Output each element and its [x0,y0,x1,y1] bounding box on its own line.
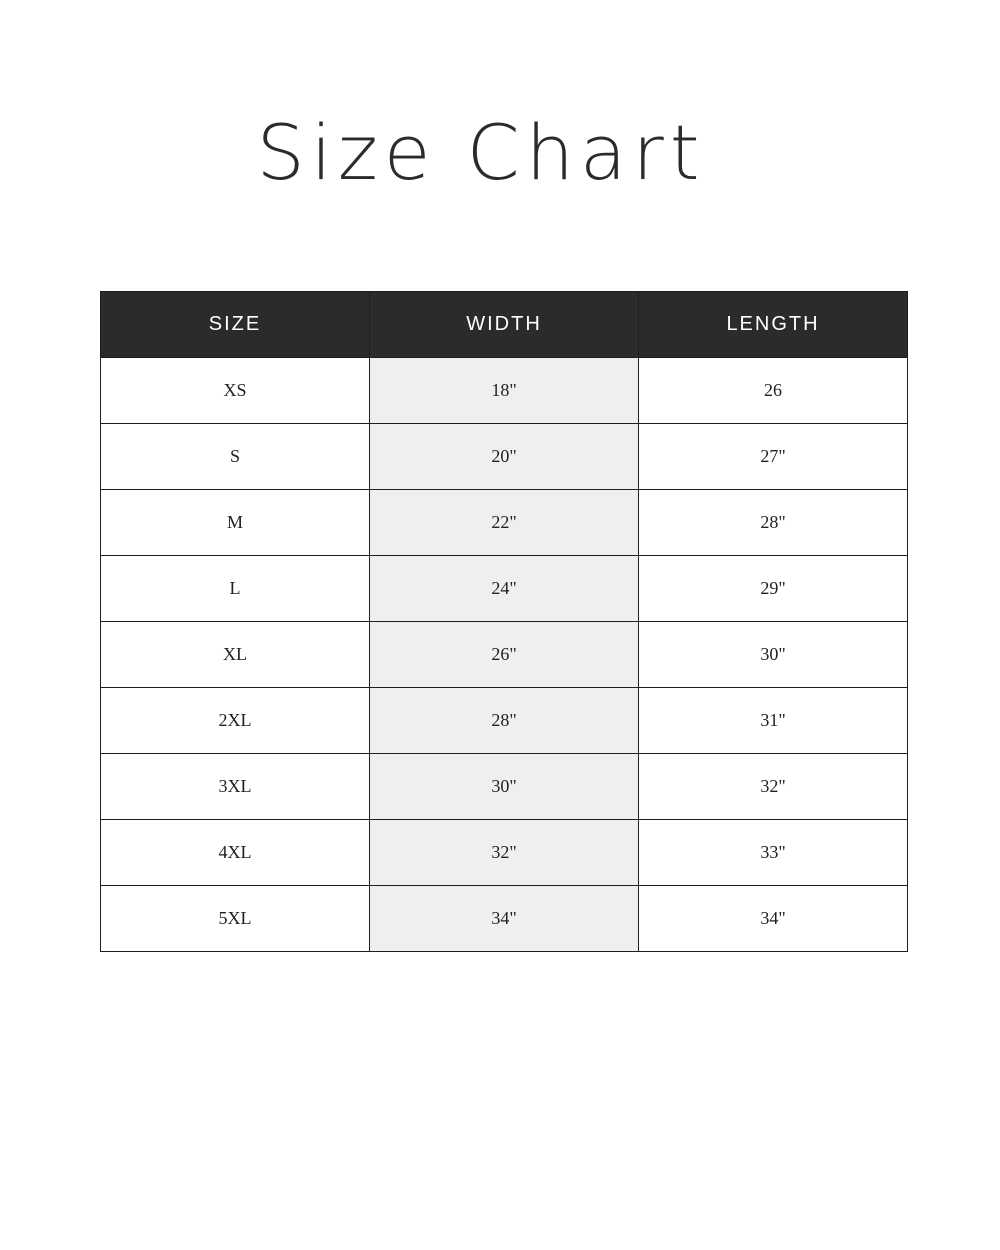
table-row: L 24" 29" [100,555,908,622]
length-cell: 33" [638,819,908,886]
width-cell: 30" [369,753,639,820]
table-row: 4XL 32" 33" [100,819,908,886]
length-cell: 27" [638,423,908,490]
size-cell: 3XL [100,753,370,820]
header-size: SIZE [100,291,370,358]
size-cell: 4XL [100,819,370,886]
length-cell: 28" [638,489,908,556]
table-row: 3XL 30" 32" [100,753,908,820]
size-cell: XS [100,357,370,424]
width-cell: 28" [369,687,639,754]
table-row: XL 26" 30" [100,621,908,688]
table-row: 5XL 34" 34" [100,885,908,952]
table-row: 2XL 28" 31" [100,687,908,754]
size-cell: L [100,555,370,622]
width-cell: 26" [369,621,639,688]
size-cell: 5XL [100,885,370,952]
page-title: Size Chart [256,108,706,197]
size-cell: 2XL [100,687,370,754]
width-cell: 32" [369,819,639,886]
width-cell: 24" [369,555,639,622]
size-chart-table: SIZE WIDTH LENGTH XS 18" 26 S 20" 27" M 22" 28" L… [100,291,908,952]
length-cell: 29" [638,555,908,622]
width-cell: 22" [369,489,639,556]
length-cell: 32" [638,753,908,820]
size-cell: S [100,423,370,490]
length-cell: 34" [638,885,908,952]
header-length: LENGTH [638,291,908,358]
size-cell: M [100,489,370,556]
width-cell: 18" [369,357,639,424]
table-row: S 20" 27" [100,423,908,490]
width-cell: 20" [369,423,639,490]
header-row: SIZE WIDTH LENGTH [100,291,908,358]
size-cell: XL [100,621,370,688]
width-cell: 34" [369,885,639,952]
table-row: M 22" 28" [100,489,908,556]
length-cell: 30" [638,621,908,688]
header-width: WIDTH [369,291,639,358]
table-row: XS 18" 26 [100,357,908,424]
length-cell: 31" [638,687,908,754]
length-cell: 26 [638,357,908,424]
